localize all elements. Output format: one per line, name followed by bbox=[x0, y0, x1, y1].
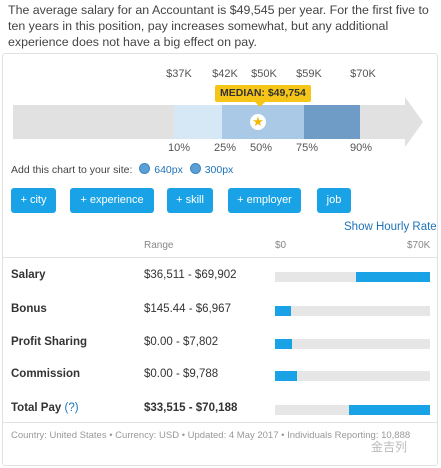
globe-icon bbox=[139, 163, 151, 174]
row-label-profit-sharing: Profit Sharing bbox=[11, 336, 88, 348]
row-range-commission: $0.00 - $9,788 bbox=[144, 368, 219, 380]
percentile-value-10: $37K bbox=[166, 68, 192, 80]
percentile-value-25: $42K bbox=[212, 68, 238, 80]
add-chart-row: Add this chart to your site: 640px 300px bbox=[11, 163, 233, 176]
percentile-value-90: $70K bbox=[350, 68, 376, 80]
scale-min-header: $0 bbox=[275, 240, 287, 251]
watermark-logo: 金吉列 bbox=[371, 440, 408, 454]
scale-max-header: $70K bbox=[407, 240, 431, 251]
globe-icon bbox=[189, 163, 201, 174]
intro-text: The average salary for an Accountant is … bbox=[8, 3, 429, 49]
add-employer-button[interactable]: + employer bbox=[228, 188, 301, 213]
percentile-value-75: $59K bbox=[296, 68, 322, 80]
range-bar-profit-sharing bbox=[275, 339, 430, 349]
add-experience-button[interactable]: + experience bbox=[70, 188, 154, 213]
band-75-90 bbox=[304, 105, 360, 139]
add-city-button[interactable]: + city bbox=[11, 188, 56, 213]
band-10-25 bbox=[174, 105, 222, 139]
range-fill-bonus bbox=[275, 306, 291, 316]
row-label-total-pay: Total Pay (?) bbox=[11, 402, 79, 414]
range-header: Range bbox=[144, 240, 174, 251]
range-fill-salary bbox=[356, 272, 430, 282]
percentile-label-90: 90% bbox=[349, 142, 373, 154]
range-fill-commission bbox=[275, 371, 297, 381]
row-range-bonus: $145.44 - $6,967 bbox=[144, 303, 231, 315]
show-hourly-rate-link[interactable]: Show Hourly Rate bbox=[344, 221, 437, 233]
job-button[interactable]: job bbox=[317, 188, 351, 213]
add-skill-button[interactable]: + skill bbox=[167, 188, 213, 213]
range-bar-salary bbox=[275, 272, 430, 282]
embed-640-link[interactable]: 640px bbox=[139, 163, 183, 176]
range-bar-bonus bbox=[275, 306, 430, 316]
percentile-label-10: 10% bbox=[167, 142, 191, 154]
row-label-salary: Salary bbox=[11, 269, 46, 281]
range-fill-total-pay bbox=[349, 405, 430, 415]
footer-divider bbox=[3, 422, 437, 423]
percentile-label-25: 25% bbox=[213, 142, 237, 154]
row-range-salary: $36,511 - $69,902 bbox=[144, 269, 237, 281]
percentile-arrow-head bbox=[405, 97, 423, 147]
footer-meta: Country: United States • Currency: USD •… bbox=[11, 430, 411, 441]
header-divider bbox=[3, 257, 437, 258]
row-range-total-pay: $33,515 - $70,188 bbox=[144, 402, 238, 414]
range-fill-profit-sharing bbox=[275, 339, 292, 349]
median-badge: MEDIAN: $49,754 bbox=[215, 85, 311, 107]
add-chart-label: Add this chart to your site: bbox=[11, 164, 133, 176]
range-bar-total-pay bbox=[275, 405, 430, 415]
salary-card: $37K $42K $50K $59K $70K ★ MEDIAN: $49,7… bbox=[2, 53, 438, 466]
embed-300-link[interactable]: 300px bbox=[189, 163, 233, 176]
total-pay-help-link[interactable]: (?) bbox=[64, 402, 79, 414]
row-label-commission: Commission bbox=[11, 368, 81, 380]
percentile-label-75: 75% bbox=[295, 142, 319, 154]
row-range-profit-sharing: $0.00 - $7,802 bbox=[144, 336, 219, 348]
percentile-value-50: $50K bbox=[251, 68, 277, 80]
percentile-label-50: 50% bbox=[249, 142, 273, 154]
star-icon: ★ bbox=[250, 114, 266, 130]
range-bar-commission bbox=[275, 371, 430, 381]
row-label-bonus: Bonus bbox=[11, 303, 47, 315]
